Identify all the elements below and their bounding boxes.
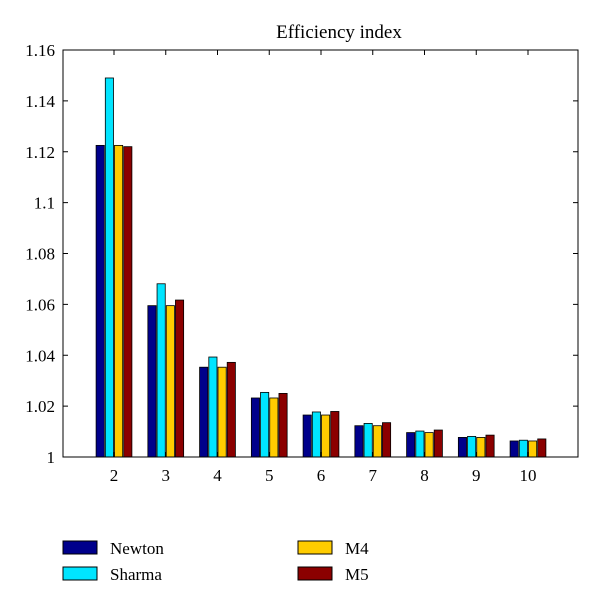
y-tick-label: 1.14 [25,92,55,111]
bar-sharma-9 [467,435,477,458]
bar-m4-7 [372,425,382,458]
bar-m4-10 [528,440,538,458]
bars-group [95,77,547,458]
legend-swatch-sharma [62,566,98,581]
bar-m4-6 [321,414,331,458]
bar-sharma-4 [208,356,218,458]
bar-newton-8 [406,432,416,458]
bar-sharma-3 [156,283,166,458]
legend-swatch-m5 [297,566,333,581]
legend-swatch-m4 [297,540,333,555]
bar-sharma-5 [260,391,270,458]
bar-m5-8 [433,429,443,458]
bar-m5-9 [485,434,495,458]
bar-sharma-8 [415,430,425,458]
plot-frame [62,49,579,458]
bar-m5-10 [537,438,547,458]
x-axis: 2 3 4 5 6 7 8 9 10 [110,50,537,485]
bar-newton-2 [95,144,105,458]
bar-newton-7 [354,425,364,458]
bar-m4-8 [424,432,434,458]
y-tick-label: 1.1 [34,194,55,213]
bar-m5-7 [382,422,392,458]
x-tick-label: 3 [162,466,171,485]
legend: Newton Sharma M4 M5 [62,539,369,584]
x-tick-label: 10 [520,466,537,485]
legend-swatch-newton [62,540,98,555]
bar-m4-2 [114,144,124,458]
legend-label-newton: Newton [110,539,164,558]
bar-m5-5 [278,393,288,458]
y-tick-label: 1.08 [25,245,55,264]
bar-m5-6 [330,411,340,458]
bar-newton-3 [147,305,157,458]
bar-sharma-10 [518,439,528,458]
x-tick-label: 6 [317,466,326,485]
bar-newton-5 [250,397,260,458]
bar-newton-9 [457,437,467,458]
y-axis: 1 1.02 1.04 1.06 1.08 1.1 1.12 1.14 1.16 [25,41,578,467]
x-tick-label: 4 [213,466,222,485]
x-tick-label: 9 [472,466,481,485]
y-tick-label: 1.12 [25,143,55,162]
bar-newton-4 [199,366,209,458]
legend-label-m5: M5 [345,565,369,584]
bar-m4-9 [476,437,486,458]
y-tick-label: 1.06 [25,295,55,314]
bar-m5-3 [175,299,185,458]
y-tick-label: 1.02 [25,397,55,416]
x-tick-label: 7 [369,466,378,485]
bar-sharma-2 [104,77,114,458]
bar-sharma-7 [363,423,373,458]
x-tick-label: 5 [265,466,274,485]
y-tick-label: 1.04 [25,346,55,365]
bar-newton-6 [302,414,312,458]
x-tick-label: 8 [420,466,429,485]
y-tick-label: 1.16 [25,41,55,60]
bar-sharma-6 [311,411,321,458]
bar-m4-4 [217,366,227,458]
legend-label-sharma: Sharma [110,565,162,584]
bar-m4-3 [165,305,175,458]
bar-m5-2 [123,146,133,458]
legend-label-m4: M4 [345,539,369,558]
bar-m5-4 [226,361,236,458]
bar-m4-5 [269,397,279,458]
chart-title: Efficiency index [276,22,402,43]
bar-newton-10 [509,440,519,458]
y-tick-label: 1 [47,448,56,467]
x-tick-label: 2 [110,466,119,485]
